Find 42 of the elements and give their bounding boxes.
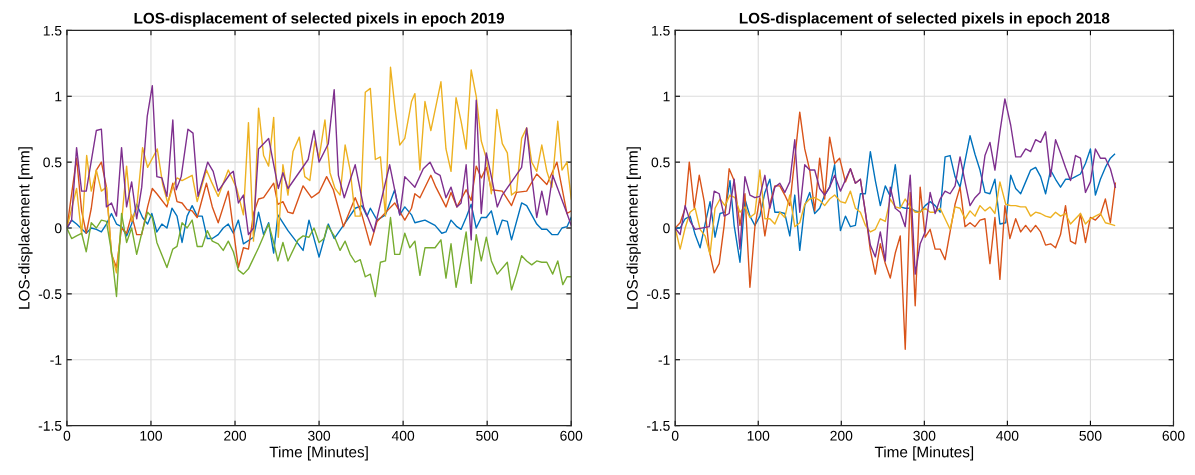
y-axis-title: LOS-displacement [mm] (626, 147, 641, 309)
y-tick-label: 0.5 (651, 157, 670, 168)
y-axis-title: LOS-displacement [mm] (18, 147, 33, 309)
y-tick-label: 1 (55, 91, 62, 102)
x-tick-label: 100 (747, 430, 770, 441)
y-tick-label: 0 (54, 223, 62, 234)
y-tick-label: -1.5 (647, 421, 670, 431)
line-series (675, 111, 1117, 350)
chart-title: LOS-displacement of selected pixels in epoch 2018 (739, 12, 1110, 27)
x-tick-label: 400 (391, 430, 415, 441)
x-tick-label: 200 (224, 430, 247, 441)
x-tick-label: 300 (913, 430, 936, 441)
x-tick-label: 0 (671, 430, 679, 441)
y-tick-label: -0.5 (38, 289, 62, 300)
line-series (66, 66, 572, 274)
y-tick-label: 1.5 (652, 25, 670, 36)
x-axis-title: Time [Minutes] (269, 446, 368, 461)
chart-title: LOS-displacement of selected pixels in epoch 2019 (134, 12, 505, 27)
x-tick-label: 200 (830, 430, 853, 441)
y-tick-label: -1.5 (38, 421, 62, 431)
x-axis-title: Time [Minutes] (874, 446, 974, 461)
line-series (66, 85, 572, 241)
line-series (675, 169, 1116, 256)
y-tick-label: 1 (663, 91, 670, 102)
line-series (66, 157, 572, 269)
x-tick-label: 600 (560, 430, 583, 441)
y-tick-label: -0.5 (647, 289, 670, 300)
x-tick-label: 500 (476, 430, 499, 441)
line-series (675, 98, 1117, 275)
x-tick-label: 600 (1162, 430, 1185, 441)
y-tick-label: -1 (658, 355, 670, 365)
y-tick-label: 0.5 (43, 157, 62, 168)
x-tick-label: 300 (308, 430, 331, 441)
y-tick-label: -1 (50, 355, 62, 365)
x-tick-label: 0 (63, 430, 71, 441)
line-series (675, 135, 1116, 263)
x-tick-label: 400 (996, 430, 1019, 441)
line-series (66, 211, 572, 298)
x-tick-label: 500 (1079, 430, 1102, 441)
y-tick-label: 0 (663, 223, 670, 234)
y-tick-label: 1.5 (43, 25, 62, 36)
x-tick-label: 100 (140, 430, 163, 441)
